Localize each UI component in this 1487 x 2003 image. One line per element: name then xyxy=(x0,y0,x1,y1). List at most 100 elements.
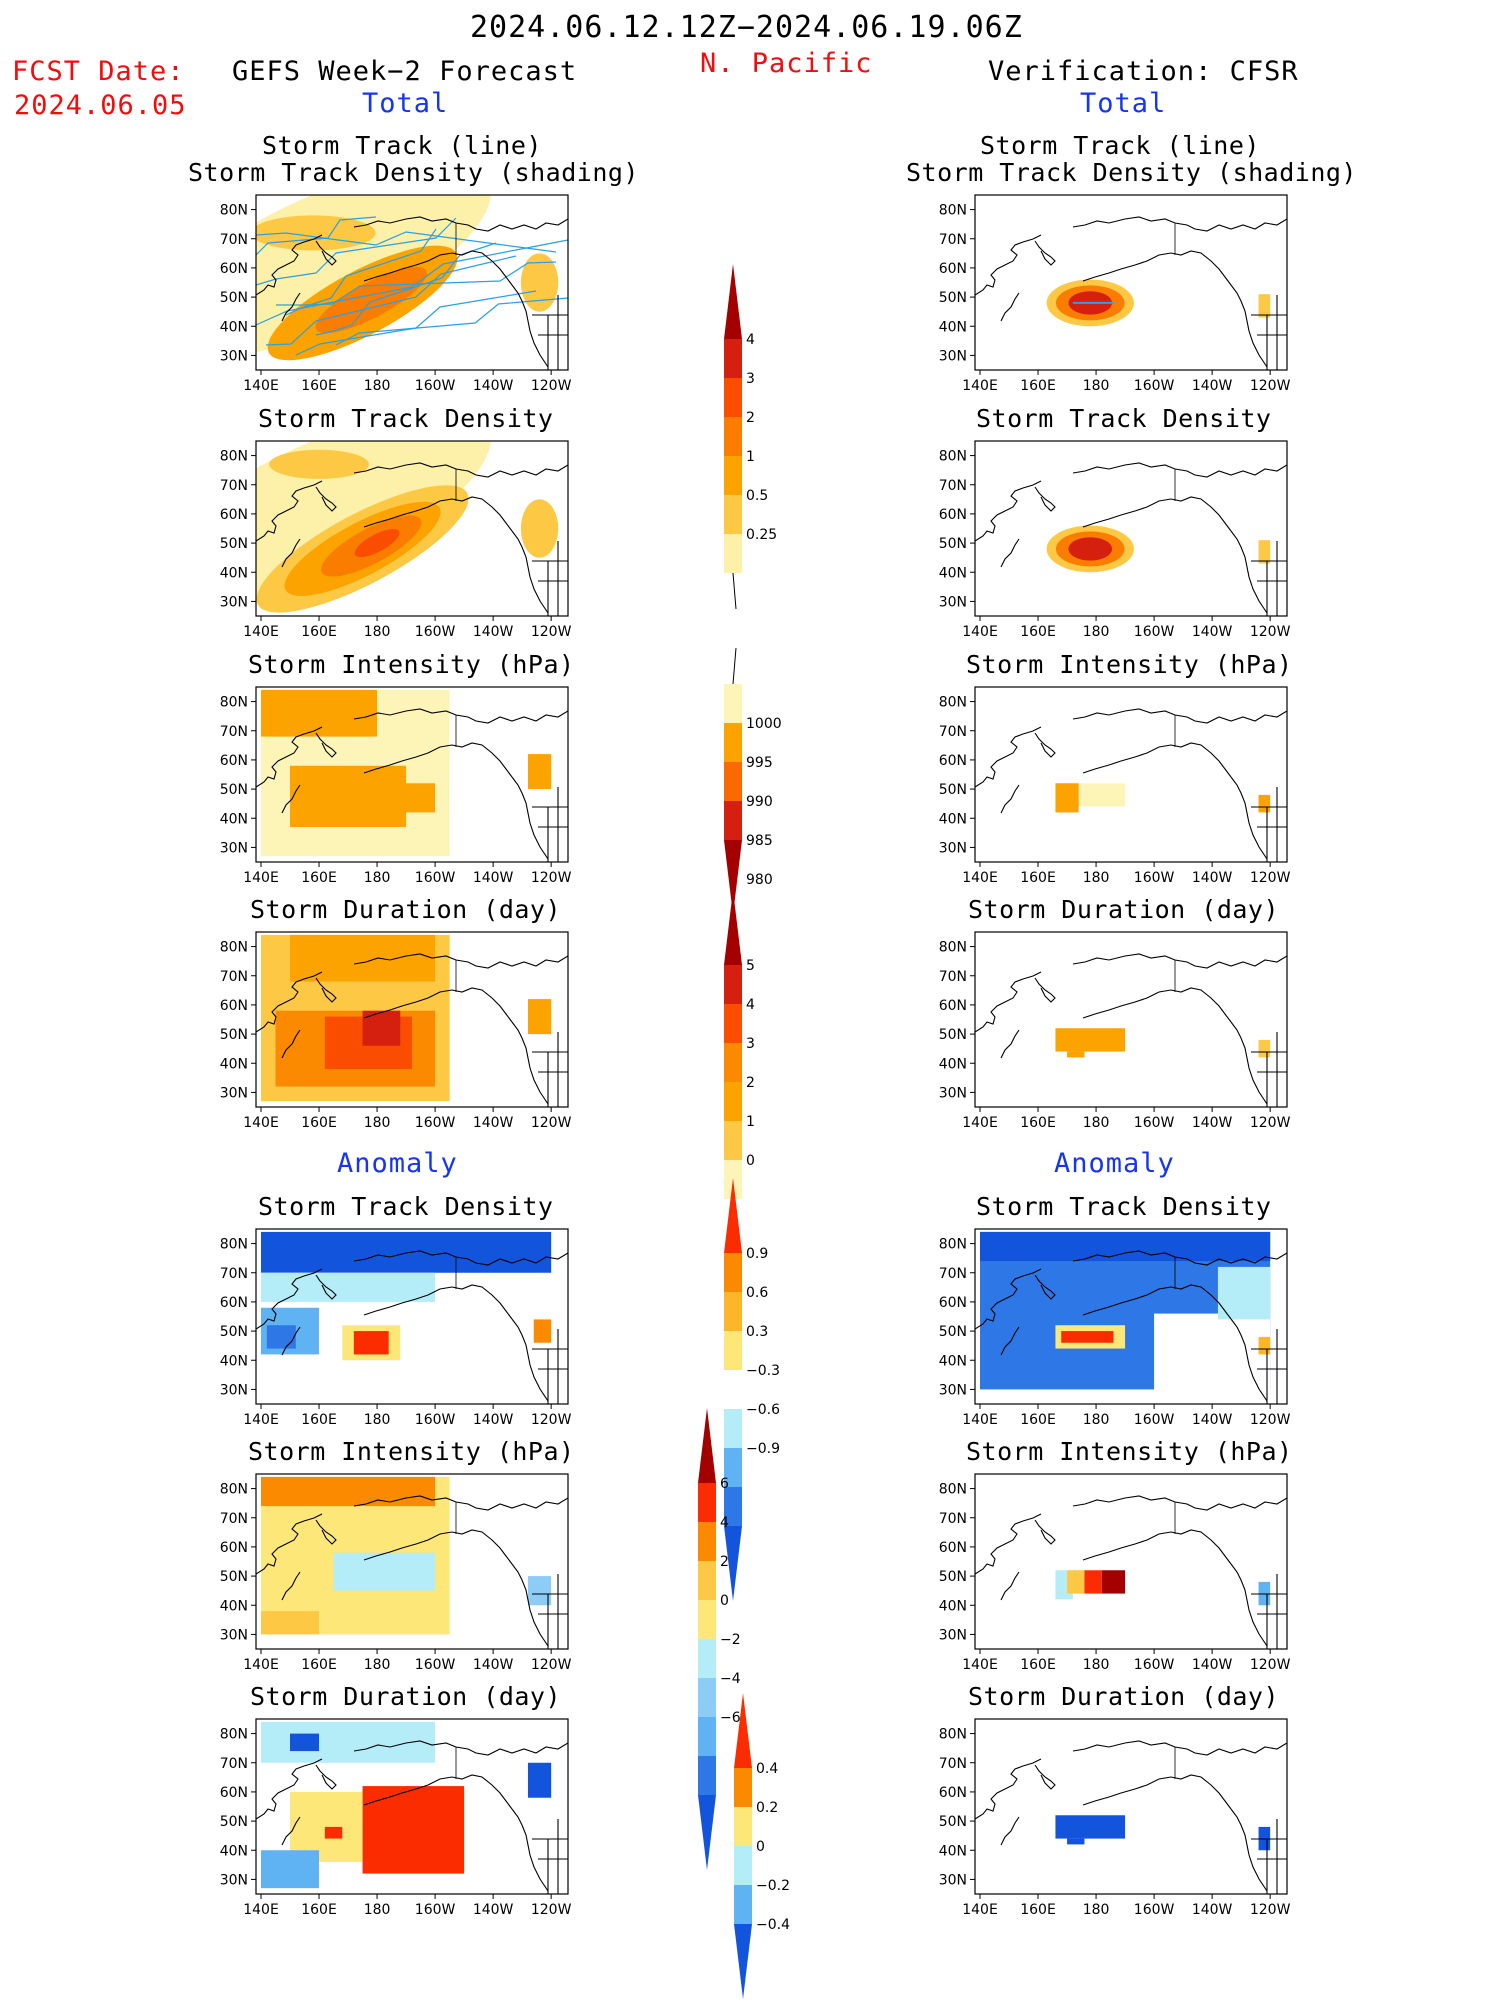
colorbar-segment xyxy=(724,1082,742,1121)
coastline xyxy=(256,1758,323,1820)
forecast-title: GEFS Week−2 Forecast xyxy=(232,56,578,87)
coastline xyxy=(1082,496,1232,532)
lon-label: 180 xyxy=(364,378,391,394)
map-verif-anom-duration: 80N 70N 60N 50N 40N 30N 140E 160E 180 160W 140W 120… xyxy=(935,1718,1291,1924)
field-cell xyxy=(1055,1028,1126,1052)
lon-label: 120W xyxy=(1250,1115,1291,1131)
lat-label: 50N xyxy=(220,290,248,306)
colorbar-segment xyxy=(734,1885,752,1924)
lon-label: 160W xyxy=(415,624,456,640)
map-frame xyxy=(255,1228,569,1405)
colorbar-arrow-top xyxy=(734,1693,752,1768)
colorbar-segment xyxy=(724,801,742,840)
field-contour xyxy=(256,215,376,251)
colorbar-segment xyxy=(698,1639,716,1678)
lat-label: 40N xyxy=(220,565,248,581)
lon-label: 180 xyxy=(1083,624,1110,640)
lat-label: 80N xyxy=(220,1237,248,1253)
lat-label: 80N xyxy=(939,1482,967,1498)
lon-label: 120W xyxy=(531,1657,572,1673)
coastline xyxy=(315,977,337,1003)
field-cell xyxy=(1258,1039,1271,1058)
lat-label: 40N xyxy=(220,1353,248,1369)
lat-label: 80N xyxy=(939,1237,967,1253)
lon-label: 140E xyxy=(962,1115,998,1131)
lon-label: 180 xyxy=(364,624,391,640)
coastline xyxy=(315,240,337,266)
colorbar-segment xyxy=(724,762,742,801)
colorbar-segment xyxy=(734,1846,752,1885)
colorbar-segment xyxy=(724,1043,742,1082)
lat-label: 70N xyxy=(220,232,248,248)
lat-label: 60N xyxy=(220,507,248,523)
lat-label: 70N xyxy=(939,724,967,740)
coastline xyxy=(1230,530,1268,614)
storm-track-line xyxy=(276,261,557,306)
coastline xyxy=(281,538,301,568)
lat-label: 60N xyxy=(939,1785,967,1801)
colorbar-label: 4 xyxy=(720,1515,729,1531)
colorbar-label: 2 xyxy=(720,1554,729,1570)
right-anom-duration-title: Storm Duration (day) xyxy=(968,1682,1280,1711)
left-track-line-title: Storm Track (line) xyxy=(262,131,542,160)
lat-label: 80N xyxy=(939,1727,967,1743)
lat-label: 70N xyxy=(220,1756,248,1772)
lat-label: 30N xyxy=(939,1627,967,1643)
field-contour xyxy=(269,449,369,479)
colorbar-segment xyxy=(724,417,742,456)
right-density-title: Storm Track Density xyxy=(976,404,1272,433)
map-fcst-anom-density: 80N 70N 60N 50N 40N 30N 140E 160E 180 160W 140W 120… xyxy=(216,1228,572,1434)
coastline xyxy=(256,1513,323,1575)
lat-label: 60N xyxy=(220,753,248,769)
coastline xyxy=(1082,250,1232,286)
colorbar-segment xyxy=(724,1370,742,1409)
colorbar-arrow-bottom xyxy=(734,1924,752,1999)
left-duration-title: Storm Duration (day) xyxy=(250,895,562,924)
lon-label: 140E xyxy=(962,624,998,640)
coastline xyxy=(1251,1329,1287,1404)
coastline xyxy=(511,1021,549,1105)
coastline xyxy=(1082,1529,1232,1565)
lat-label: 70N xyxy=(939,1511,967,1527)
left-intensity-title: Storm Intensity (hPa) xyxy=(248,650,575,679)
colorbar-segment xyxy=(698,1756,716,1795)
lon-label: 160W xyxy=(1134,1657,1175,1673)
field-contour xyxy=(256,441,491,607)
field-cell xyxy=(1217,1266,1271,1320)
lat-label: 60N xyxy=(220,261,248,277)
coastline xyxy=(1034,732,1056,758)
lat-label: 50N xyxy=(220,1324,248,1340)
map-fcst-duration: 80N 70N 60N 50N 40N 30N 140E 160E 180 160W 140W 120… xyxy=(216,931,572,1137)
lon-label: 140E xyxy=(962,1902,998,1918)
colorbar-label: −2 xyxy=(720,1632,741,1648)
map-frame xyxy=(255,1718,569,1895)
field-cell xyxy=(261,1721,436,1763)
field-cell xyxy=(1258,794,1271,813)
lat-label: 60N xyxy=(220,1295,248,1311)
lon-label: 160E xyxy=(301,378,337,394)
left-track-shading-title: Storm Track Density (shading) xyxy=(188,158,639,187)
lon-label: 160W xyxy=(415,1902,456,1918)
colorbar-label: −0.6 xyxy=(746,1402,780,1418)
colorbar-arrow-bottom xyxy=(724,840,742,915)
lon-label: 160E xyxy=(1020,1412,1056,1428)
field-cell xyxy=(527,1762,552,1798)
coastline xyxy=(281,784,301,814)
lat-label: 40N xyxy=(220,1056,248,1072)
lon-label: 140E xyxy=(243,1115,279,1131)
lon-label: 140W xyxy=(473,1657,514,1673)
coastline xyxy=(1072,216,1287,232)
lat-label: 40N xyxy=(939,565,967,581)
coastline xyxy=(511,776,549,860)
lon-label: 160W xyxy=(415,870,456,886)
lat-label: 40N xyxy=(939,1353,967,1369)
colorbar-segment xyxy=(698,1717,716,1756)
map-frame xyxy=(255,1473,569,1650)
colorbar-segment xyxy=(724,1448,742,1487)
lon-label: 140E xyxy=(243,1902,279,1918)
coastline xyxy=(363,1774,513,1810)
colorbar-label: 990 xyxy=(746,794,773,810)
field-cell xyxy=(353,1331,389,1355)
lat-label: 70N xyxy=(939,232,967,248)
coastline xyxy=(315,1519,337,1545)
